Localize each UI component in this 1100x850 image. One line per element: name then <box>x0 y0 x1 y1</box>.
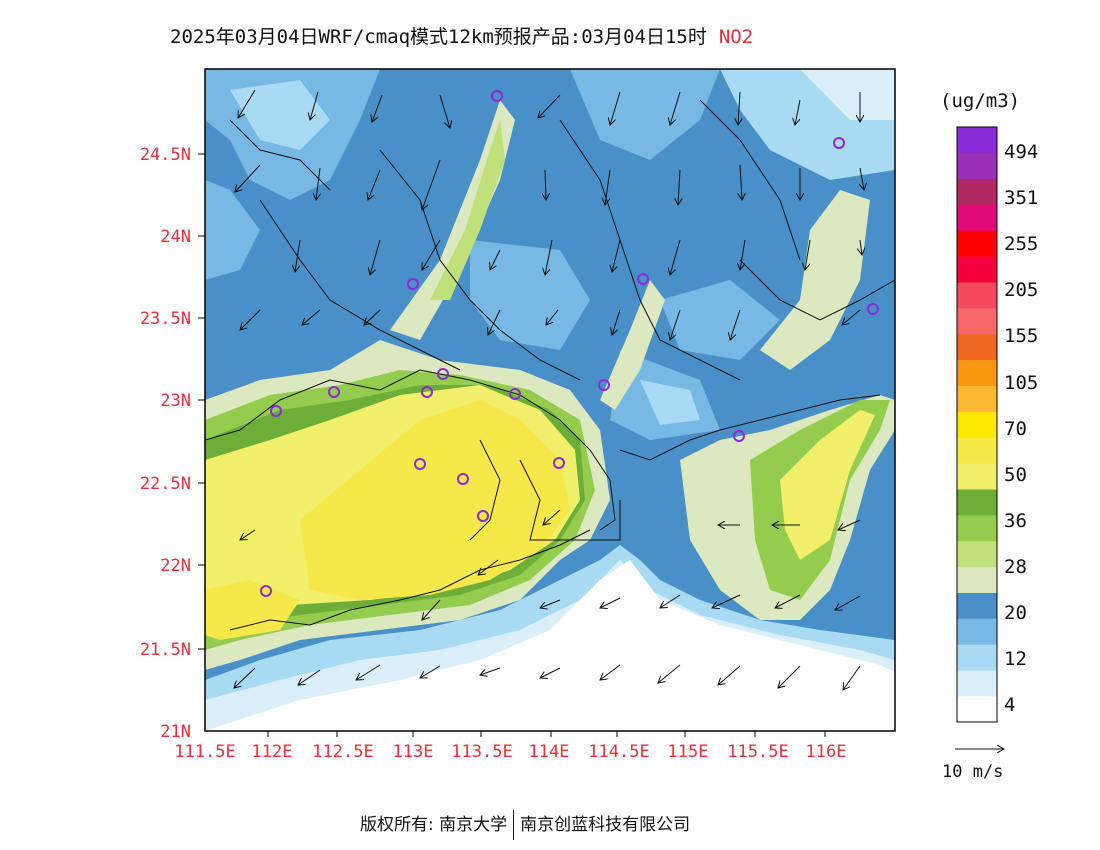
colorbar-swatch <box>957 463 997 490</box>
colorbar-swatch <box>957 333 997 361</box>
lon-tick-label: 114.5E <box>588 742 649 762</box>
colorbar-swatch <box>957 127 997 154</box>
colorbar-swatch <box>957 308 997 335</box>
colorbar-tick-label: 4 <box>1004 694 1016 717</box>
colorbar-tick-label: 255 <box>1004 233 1039 256</box>
footer-credit: 版权所有: 南京大学 南京创蓝科技有限公司 <box>360 810 690 840</box>
colorbar-swatch <box>957 256 997 283</box>
map-field <box>205 69 895 731</box>
colorbar-swatch <box>957 566 997 593</box>
colorbar-tick-label: 20 <box>1004 602 1027 624</box>
colorbar-tick-label: 105 <box>1004 371 1039 394</box>
colorbar-tick-label: 70 <box>1004 417 1027 440</box>
lon-tick-label: 116E <box>806 742 847 762</box>
unit-label: (ug/m3) <box>940 90 1021 112</box>
colorbar-tick-label: 205 <box>1004 279 1039 302</box>
colorbar-swatch <box>957 282 997 309</box>
map-title: 2025年03月04日WRF/cmaq模式12km预报产品:03月04日15时 N… <box>170 22 753 49</box>
colorbar-swatch <box>957 644 997 671</box>
lat-tick-label: 21N <box>160 722 191 742</box>
footer-divider <box>513 810 515 840</box>
lon-tick-label: 112E <box>252 742 293 762</box>
colorbar-swatch <box>957 489 997 516</box>
species-label: NO2 <box>718 26 754 48</box>
lon-tick-label: 113.5E <box>451 742 512 762</box>
lon-tick-label: 112.5E <box>312 742 373 762</box>
colorbar-swatch <box>957 385 997 412</box>
colorbar-swatch <box>957 152 997 180</box>
colorbar-swatch <box>957 437 997 464</box>
colorbar-swatch <box>957 515 997 542</box>
colorbar-tick-label: 155 <box>1004 325 1039 348</box>
lat-axis: 24.5N 24N 23.5N 23N 22.5N 22N 21.5N 21N <box>140 145 191 742</box>
footer-left: 版权所有: 南京大学 <box>360 815 508 835</box>
colorbar-tick-label: 50 <box>1004 463 1027 486</box>
lon-tick-label: 115.5E <box>727 742 788 762</box>
colorbar <box>957 127 997 723</box>
lon-tick-label: 113E <box>393 742 434 762</box>
lat-tick-label: 21.5N <box>140 640 191 660</box>
lat-tick-label: 24N <box>160 227 191 247</box>
lat-tick-label: 22N <box>160 556 191 576</box>
lon-tick-label: 114E <box>529 742 570 762</box>
colorbar-swatch <box>957 204 997 231</box>
colorbar-swatch <box>957 230 997 257</box>
colorbar-swatch <box>957 696 997 723</box>
colorbar-tick-label: 36 <box>1004 509 1027 532</box>
colorbar-swatch <box>957 540 997 568</box>
lat-tick-label: 24.5N <box>140 145 191 165</box>
lat-tick-label: 23N <box>160 391 191 411</box>
lon-axis: 111.5E 112E 112.5E 113E 113.5E 114E 114.… <box>174 742 846 762</box>
colorbar-swatch <box>957 359 997 386</box>
lat-tick-label: 22.5N <box>140 474 191 494</box>
lat-tick-label: 23.5N <box>140 309 191 329</box>
colorbar-tick-label: 494 <box>1004 141 1039 163</box>
colorbar-tick-label: 12 <box>1004 648 1027 671</box>
colorbar-swatch <box>957 670 997 697</box>
colorbar-tick-label: 351 <box>1004 187 1039 210</box>
colorbar-tick-label: 28 <box>1004 555 1027 578</box>
footer-right: 南京创蓝科技有限公司 <box>520 815 691 835</box>
colorbar-swatch <box>957 178 997 205</box>
wind-reference-label: 10 m/s <box>942 762 1004 782</box>
lon-tick-label: 115E <box>668 742 709 762</box>
lon-tick-label: 111.5E <box>174 742 235 762</box>
colorbar-swatch <box>957 592 997 619</box>
colorbar-swatch <box>957 618 997 645</box>
colorbar-frame <box>956 126 998 723</box>
colorbar-swatch <box>957 411 997 438</box>
title-text: 2025年03月04日WRF/cmaq模式12km预报产品:03月04日15时 <box>170 26 707 48</box>
